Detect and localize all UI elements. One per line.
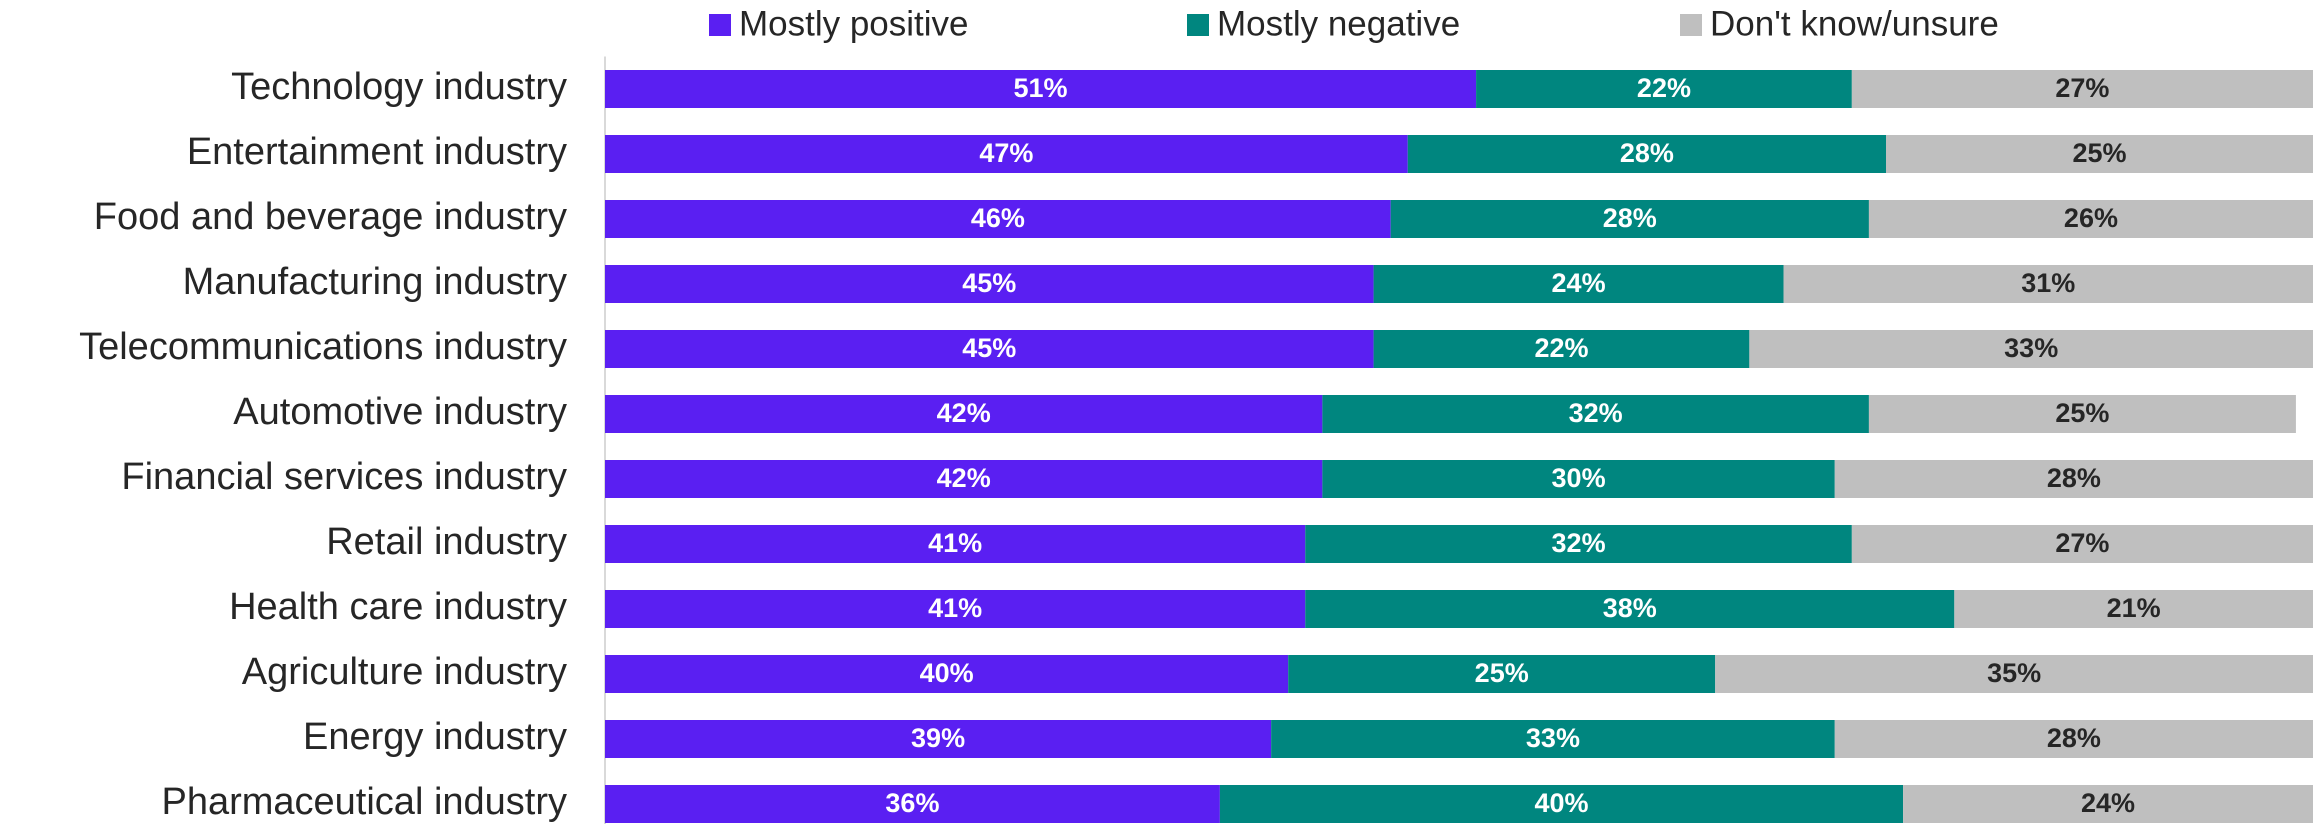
legend-label: Don't know/unsure: [1710, 4, 1999, 43]
bar-segment: [605, 720, 1272, 758]
value-label: 46%: [971, 203, 1025, 233]
value-label: 27%: [2055, 73, 2109, 103]
bar-segment: [1373, 330, 1750, 368]
bar-segment: [605, 395, 1323, 433]
category-label: Health care industry: [229, 586, 567, 628]
bar-segment: [1322, 460, 1835, 498]
value-label: 24%: [2081, 788, 2135, 818]
bar-segment: [1476, 70, 1852, 108]
category-label: Manufacturing industry: [183, 261, 567, 303]
legend-swatch: [1187, 14, 1209, 36]
category-label: Energy industry: [303, 716, 567, 758]
bar-segment: [1271, 720, 1835, 758]
bar-segment: [605, 200, 1391, 238]
value-label: 22%: [1534, 333, 1588, 363]
bar-segment: [1305, 525, 1852, 563]
legend-swatch: [709, 14, 731, 36]
value-label: 31%: [2021, 268, 2075, 298]
value-label: 45%: [962, 333, 1016, 363]
value-label: 28%: [2047, 723, 2101, 753]
bar-segment: [605, 135, 1408, 173]
value-label: 35%: [1987, 658, 2041, 688]
bar-segment: [1322, 395, 1869, 433]
value-label: 40%: [1534, 788, 1588, 818]
value-label: 25%: [2072, 138, 2126, 168]
value-label: 32%: [1569, 398, 1623, 428]
bar-segment: [1954, 590, 2313, 628]
legend-label: Mostly positive: [739, 4, 969, 43]
value-label: 28%: [1620, 138, 1674, 168]
bar-segment: [1851, 525, 2313, 563]
value-label: 51%: [1014, 73, 1068, 103]
bar-segment: [1288, 655, 1716, 693]
category-label: Financial services industry: [121, 456, 567, 498]
bar-segment: [605, 655, 1289, 693]
bar-segment: [1305, 590, 1955, 628]
category-label: Telecommunications industry: [79, 326, 567, 368]
category-label: Retail industry: [326, 521, 567, 563]
bar-segment: [605, 330, 1374, 368]
bar-segment: [605, 460, 1323, 498]
bar-segment: [1390, 200, 1869, 238]
value-label: 24%: [1552, 268, 1606, 298]
bar-segment: [605, 70, 1477, 108]
value-label: 42%: [937, 398, 991, 428]
value-label: 22%: [1637, 73, 1691, 103]
category-label: Technology industry: [231, 66, 567, 108]
value-label: 33%: [1526, 723, 1580, 753]
category-label: Pharmaceutical industry: [161, 781, 567, 823]
bar-segment: [1868, 200, 2313, 238]
bar-segment: [605, 265, 1374, 303]
category-label: Agriculture industry: [242, 651, 567, 693]
bar-segment: [1219, 785, 1904, 823]
value-label: 27%: [2055, 528, 2109, 558]
value-label: 32%: [1552, 528, 1606, 558]
value-label: 38%: [1603, 593, 1657, 623]
value-label: 25%: [2055, 398, 2109, 428]
value-label: 28%: [1603, 203, 1657, 233]
value-label: 21%: [2107, 593, 2161, 623]
legend-label: Mostly negative: [1217, 4, 1460, 43]
value-label: 40%: [920, 658, 974, 688]
bar-segment: [1851, 70, 2313, 108]
bar-segment: [605, 590, 1306, 628]
bar-segment: [1749, 330, 2313, 368]
value-label: 39%: [911, 723, 965, 753]
value-label: 47%: [979, 138, 1033, 168]
category-label: Automotive industry: [233, 391, 567, 433]
value-label: 33%: [2004, 333, 2058, 363]
value-label: 30%: [1552, 463, 1606, 493]
value-label: 41%: [928, 593, 982, 623]
bar-segment: [1373, 265, 1784, 303]
value-label: 36%: [885, 788, 939, 818]
value-label: 42%: [937, 463, 991, 493]
value-label: 41%: [928, 528, 982, 558]
value-label: 25%: [1475, 658, 1529, 688]
bar-segment: [1715, 655, 2313, 693]
bar-segment: [1834, 460, 2313, 498]
legend-swatch: [1680, 14, 1702, 36]
bar-segment: [1868, 395, 2296, 433]
bar-segment: [1903, 785, 2313, 823]
value-label: 26%: [2064, 203, 2118, 233]
bar-segment: [605, 785, 1220, 823]
value-label: 28%: [2047, 463, 2101, 493]
bar-segment: [1783, 265, 2313, 303]
category-label: Food and beverage industry: [94, 196, 567, 238]
bar-segment: [605, 525, 1306, 563]
bar-segment: [1407, 135, 1886, 173]
bar-segment: [1886, 135, 2313, 173]
value-label: 45%: [962, 268, 1016, 298]
bar-segment: [1834, 720, 2313, 758]
category-label: Entertainment industry: [187, 131, 567, 173]
